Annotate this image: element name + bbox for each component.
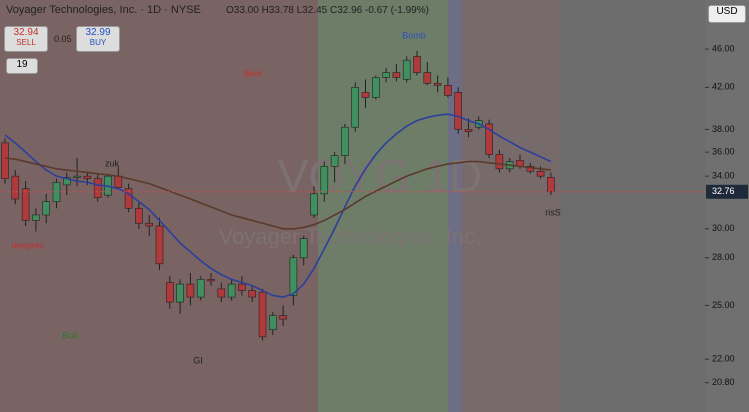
candle-body xyxy=(155,225,164,265)
candle-body xyxy=(176,283,184,303)
candle-body xyxy=(289,257,298,296)
candle-body xyxy=(186,283,195,298)
y-tick-label: 46.00 xyxy=(712,43,735,53)
y-tick-label: 36.00 xyxy=(712,147,735,157)
moving-average xyxy=(4,113,552,298)
candle-body xyxy=(526,166,535,172)
buy-label: BUY xyxy=(89,38,107,47)
bg-band xyxy=(448,0,462,412)
watermark-name: Voyager Technologies, Inc. xyxy=(219,224,482,249)
y-tick-label: 25.00 xyxy=(712,300,735,310)
candle-body xyxy=(62,177,71,186)
candle-body xyxy=(351,87,360,128)
candle-body xyxy=(21,188,30,221)
annotation: Bomb xyxy=(402,30,426,40)
last-price-tag xyxy=(706,184,748,199)
bg-red xyxy=(462,0,560,412)
candle-body xyxy=(145,222,153,227)
candle-body xyxy=(495,154,504,170)
buy-button[interactable]: 32.99 BUY xyxy=(76,26,120,52)
candle-body xyxy=(320,166,329,195)
candle-body xyxy=(413,56,421,73)
candle-body xyxy=(299,238,308,259)
y-tick-label: 38.00 xyxy=(712,124,735,134)
candle-body xyxy=(485,123,493,155)
candle-body xyxy=(135,207,143,224)
candle-body xyxy=(227,283,236,298)
bg-empty xyxy=(560,0,705,412)
sell-price: 32.94 xyxy=(13,27,39,38)
candle-body xyxy=(258,291,267,338)
candle-body xyxy=(1,142,9,179)
candle-body xyxy=(217,288,226,298)
currency[interactable]: USD xyxy=(708,5,746,23)
candle-body xyxy=(341,126,349,156)
bg-green xyxy=(318,0,450,412)
sell-label: SELL xyxy=(16,38,36,47)
candle-body xyxy=(423,72,432,84)
candle-body xyxy=(330,155,339,167)
candle-body xyxy=(248,290,256,298)
y-tick-label: 30.00 xyxy=(712,223,735,233)
y-tick-label: 42.00 xyxy=(712,82,735,92)
interval[interactable]: 19 xyxy=(6,58,38,74)
y-tick-label: 22.00 xyxy=(712,354,735,364)
annotation: Bull xyxy=(62,330,77,340)
annotation: zuk xyxy=(105,158,120,168)
candle-body xyxy=(444,85,452,96)
candle-body xyxy=(392,72,401,78)
symbol[interactable]: Voyager Technologies, Inc. · 1D · NYSE xyxy=(6,4,201,16)
candle-body xyxy=(310,193,318,216)
watermark: VOYG 1D xyxy=(278,150,483,202)
candle-body xyxy=(114,175,123,188)
sell-button[interactable]: 32.94 SELL xyxy=(4,26,48,52)
candle-body xyxy=(454,92,463,130)
candle-body xyxy=(279,315,287,320)
annotation: GI xyxy=(193,355,203,365)
annotation: deeprec xyxy=(12,240,45,250)
y-tick-label: 20.80 xyxy=(712,377,735,387)
price-axis xyxy=(705,0,749,412)
candle-body xyxy=(124,188,133,209)
candle-body xyxy=(547,177,555,193)
candle-body xyxy=(464,129,473,132)
candle-body xyxy=(361,92,370,98)
candle-body xyxy=(238,283,246,291)
y-tick-label: 28.00 xyxy=(712,252,735,262)
last-price-label: 32.76 xyxy=(712,186,735,196)
candle-body xyxy=(382,72,390,78)
candle-body xyxy=(93,178,102,199)
annotation: Bear xyxy=(243,68,262,78)
candle-body xyxy=(433,83,442,86)
candle-body xyxy=(11,175,20,200)
candle-body xyxy=(536,170,545,177)
y-tick-label: 34.00 xyxy=(712,171,735,181)
ohlc: O33.00 H33.78 L32.45 C32.96 -0.67 (-1.99… xyxy=(226,5,429,16)
candle-body xyxy=(73,175,81,178)
candle-body xyxy=(166,282,174,303)
candle-body xyxy=(83,175,92,179)
candle-body xyxy=(268,315,277,330)
candle-body xyxy=(371,77,380,98)
buy-price: 32.99 xyxy=(85,27,111,38)
spread: 0.05 xyxy=(54,34,72,44)
candle-body xyxy=(196,279,205,298)
candle-body xyxy=(207,279,215,282)
annotation: risS xyxy=(545,207,561,217)
candle-body xyxy=(32,214,40,221)
candle-body xyxy=(402,59,411,80)
moving-average xyxy=(4,157,551,230)
candle-body xyxy=(42,201,51,216)
